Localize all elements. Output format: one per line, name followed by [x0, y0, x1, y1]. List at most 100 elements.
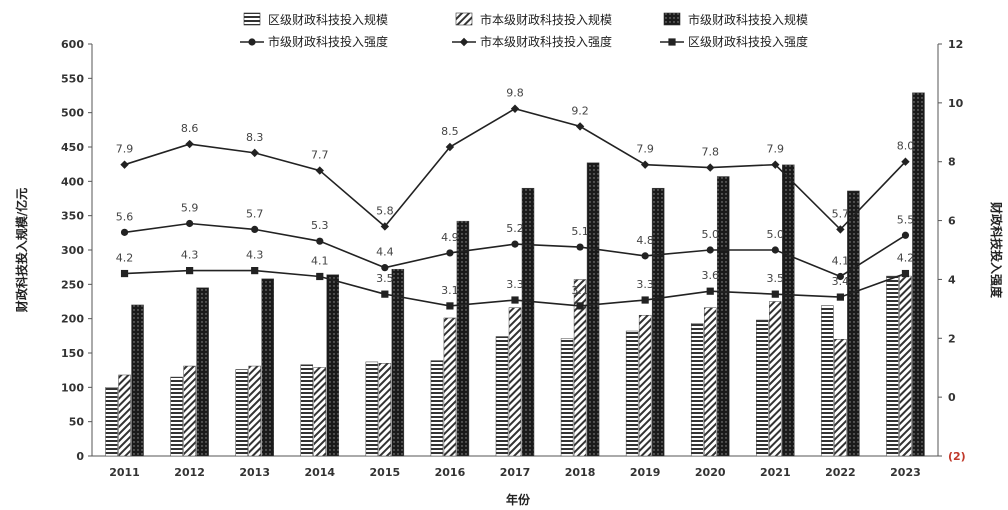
y-tick-label: 100 [61, 381, 84, 394]
bar-diagonal-hatch [638, 314, 652, 457]
legend-item: 市级财政科技投入强度 [240, 34, 388, 49]
bar-horizontal-stripes [300, 364, 314, 457]
data-label-square: 4.2 [897, 252, 915, 265]
legend-swatch-dark-dotted [663, 12, 681, 26]
data-label-circle: 4.9 [441, 231, 459, 244]
bar-dark-dotted [456, 220, 470, 457]
data-label-square: 3.5 [376, 272, 394, 285]
line-point-square [120, 269, 129, 278]
bar-horizontal-stripes [756, 319, 769, 457]
bar-diagonal-hatch [118, 374, 131, 457]
y2-axis-title: 财政科技投入强度 [989, 201, 1004, 299]
line-point-diamond [510, 104, 520, 113]
line-point-square [316, 272, 324, 281]
data-label-circle: 5.2 [506, 222, 524, 235]
y-tick-label: 200 [61, 313, 84, 326]
bar-diagonal-hatch [313, 367, 327, 457]
legend-marker-diamond [459, 37, 469, 47]
line-point-diamond [901, 157, 910, 166]
data-label-circle: 5.9 [181, 202, 199, 215]
data-label-circle: 5.0 [701, 228, 719, 241]
legend-swatch-horizontal-stripes [243, 12, 261, 26]
data-label-circle: 5.6 [116, 210, 134, 223]
bar-horizontal-stripes [235, 369, 248, 457]
data-label-square: 3.4 [832, 275, 850, 288]
line-point-diamond [640, 160, 650, 169]
legend-label: 市本级财政科技投入规模 [480, 12, 612, 27]
data-label-diamond: 7.7 [311, 149, 329, 162]
legend-marker-square [668, 38, 676, 46]
line-point-circle [446, 249, 454, 257]
line-point-diamond [185, 139, 194, 149]
bar-dark-dotted [391, 268, 405, 457]
y-tick-label: 400 [61, 175, 84, 188]
line-point-circle [120, 228, 129, 236]
bar-diagonal-hatch [703, 307, 717, 457]
y2-tick-label: 12 [948, 38, 963, 51]
y-tick-label: 0 [76, 450, 84, 463]
line-point-square [381, 290, 389, 298]
legend-item: 区级财政科技投入强度 [660, 34, 808, 49]
bar-diagonal-hatch [508, 307, 522, 457]
line-point-square [511, 296, 519, 304]
y-tick-label: 600 [61, 38, 84, 51]
data-label-square: 3.1 [571, 284, 589, 297]
x-tick-label: 2019 [630, 466, 661, 479]
bar-horizontal-stripes [625, 330, 639, 457]
bar-dark-dotted [847, 190, 860, 457]
legend-marker-circle [248, 38, 256, 46]
bar-dark-dotted [782, 164, 795, 457]
data-label-circle: 5.5 [897, 213, 915, 226]
data-label-square: 3.3 [636, 278, 654, 291]
y-tick-label: 500 [61, 107, 84, 120]
y2-tick-label: 10 [948, 97, 964, 110]
bar-horizontal-stripes [560, 338, 574, 457]
line-point-circle [706, 246, 714, 254]
data-label-circle: 4.8 [636, 234, 654, 247]
data-label-circle: 5.7 [246, 207, 264, 220]
x-tick-label: 2011 [109, 466, 140, 479]
bar-diagonal-hatch [248, 365, 261, 457]
bar-horizontal-stripes [886, 275, 899, 457]
data-label-diamond: 5.8 [376, 204, 394, 217]
bar-horizontal-stripes [105, 387, 118, 457]
x-tick-label: 2018 [565, 466, 596, 479]
bar-horizontal-stripes [365, 361, 379, 457]
bar-dark-dotted [131, 304, 144, 457]
line-point-diamond [706, 163, 715, 172]
bar-dark-dotted [261, 278, 274, 457]
bar-horizontal-stripes [495, 336, 509, 457]
legend: 区级财政科技投入规模 市本级财政科技投入规模 市级财政科技投入规模市级财政科技投入强… [240, 12, 808, 49]
line-point-circle [251, 225, 259, 233]
data-label-diamond: 7.9 [636, 143, 654, 156]
legend-item: 市本级财政科技投入强度 [452, 34, 612, 49]
x-tick-label: 2021 [760, 466, 791, 479]
data-label-circle: 5.0 [767, 228, 785, 241]
legend-label: 市级财政科技投入规模 [688, 12, 808, 27]
y-tick-label: 450 [61, 141, 84, 154]
data-label-square: 3.6 [701, 269, 719, 282]
y-axis-right: (2) 0 2 4 6 8 10 12 [937, 38, 966, 463]
line-point-diamond [120, 160, 129, 169]
data-label-diamond: 8.6 [181, 122, 199, 135]
legend-item: 区级财政科技投入规模 [243, 12, 388, 27]
line-point-square [251, 267, 259, 275]
data-label-square: 3.3 [506, 278, 524, 291]
legend-label: 市本级财政科技投入强度 [480, 34, 612, 49]
line-point-diamond [575, 122, 585, 131]
line-point-square [576, 302, 584, 310]
bar-diagonal-hatch [769, 301, 782, 457]
data-label-circle: 5.3 [311, 219, 329, 232]
x-tick-label: 2023 [890, 466, 921, 479]
line-point-square [446, 302, 454, 310]
line-point-circle [576, 243, 584, 251]
y-axis-left: 0 50 100 150 200 250 300 350 400 450 500 550 600 [61, 38, 93, 463]
bar-diagonal-hatch [834, 339, 847, 457]
bar-diagonal-hatch [378, 363, 392, 457]
bar-dark-dotted [716, 176, 730, 457]
data-label-diamond: 8.5 [441, 125, 459, 138]
y2-tick-label: 4 [948, 273, 956, 286]
x-axis: 2011 2012 2013 2014 2015 2016 2017 2018 2019 2020… [92, 455, 938, 479]
line-point-square [901, 269, 910, 278]
bar-dark-dotted [196, 287, 209, 457]
